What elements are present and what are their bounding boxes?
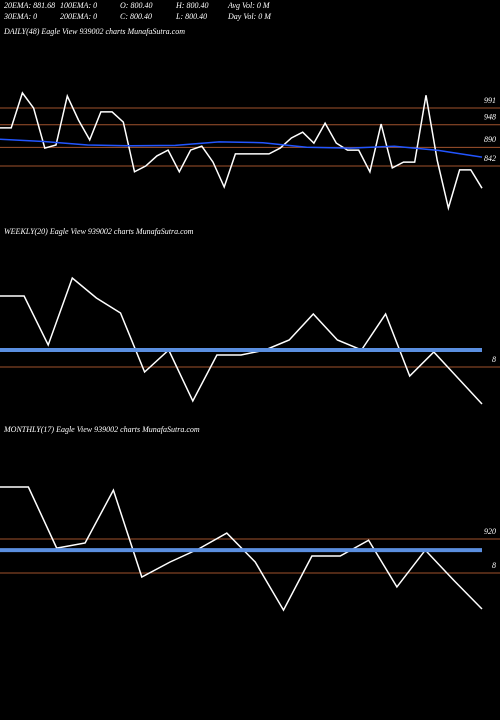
price-line (0, 486, 483, 612)
header-label: 20EMA: 881.68 (4, 1, 55, 10)
level-label: 8 (492, 561, 496, 570)
header-label: L: 800.40 (175, 12, 207, 21)
header-label: C: 800.40 (120, 12, 152, 21)
header-label: O: 800.40 (120, 1, 152, 10)
header-label: Avg Vol: 0 M (227, 1, 271, 10)
panel-title: MONTHLY(17) Eagle View 939002 charts Mun… (3, 425, 200, 434)
level-label: 890 (484, 135, 496, 144)
level-label: 948 (484, 113, 496, 122)
price-line (0, 276, 483, 405)
price-line (0, 91, 483, 211)
header-label: 200EMA: 0 (60, 12, 97, 21)
header-label: 100EMA: 0 (60, 1, 97, 10)
header-label: 30EMA: 0 (3, 12, 37, 21)
level-label: 8 (492, 355, 496, 364)
level-label: 991 (484, 96, 496, 105)
panel-title: DAILY(48) Eagle View 939002 charts Munaf… (3, 27, 185, 36)
price-line (0, 138, 483, 158)
header-label: Day Vol: 0 M (227, 12, 272, 21)
level-label: 920 (484, 527, 496, 536)
panel-title: WEEKLY(20) Eagle View 939002 charts Muna… (4, 227, 194, 236)
level-label: 842 (484, 154, 496, 163)
header-label: H: 800.40 (175, 1, 208, 10)
